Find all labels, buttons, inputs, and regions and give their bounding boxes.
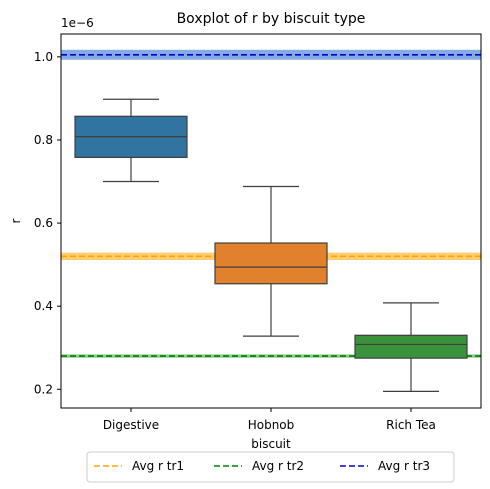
y-tick-label: 0.2: [34, 382, 53, 396]
x-tick-label: Digestive: [103, 418, 159, 432]
chart-title: Boxplot of r by biscuit type: [177, 11, 366, 27]
box-hobnob: [214, 185, 328, 337]
box-digestive: [74, 98, 188, 183]
legend-label: Avg r tr2: [252, 459, 304, 473]
legend-label: Avg r tr3: [378, 459, 430, 473]
boxes-group: [74, 98, 468, 392]
x-tick-label: Rich Tea: [386, 418, 436, 432]
y-axis-label: r: [9, 218, 23, 223]
legend-label: Avg r tr1: [132, 459, 184, 473]
legend: Avg r tr1 Avg r tr2 Avg r tr3: [86, 451, 455, 483]
y-axis-ticks: 0.2 0.4 0.6 0.8 1.0: [34, 50, 61, 396]
y-tick-label: 0.6: [34, 216, 53, 230]
y-tick-label: 0.4: [34, 299, 53, 313]
x-axis-ticks: Digestive Hobnob Rich Tea: [103, 408, 436, 432]
y-tick-label: 0.8: [34, 133, 53, 147]
legend-frame: [86, 451, 455, 483]
x-tick-label: Hobnob: [248, 418, 295, 432]
box-rich-tea: [354, 302, 468, 392]
box-body: [214, 242, 328, 285]
x-axis-label: biscuit: [251, 437, 291, 451]
box-body: [354, 334, 468, 359]
y-tick-label: 1.0: [34, 50, 53, 64]
y-offset-label: 1e−6: [61, 16, 94, 30]
